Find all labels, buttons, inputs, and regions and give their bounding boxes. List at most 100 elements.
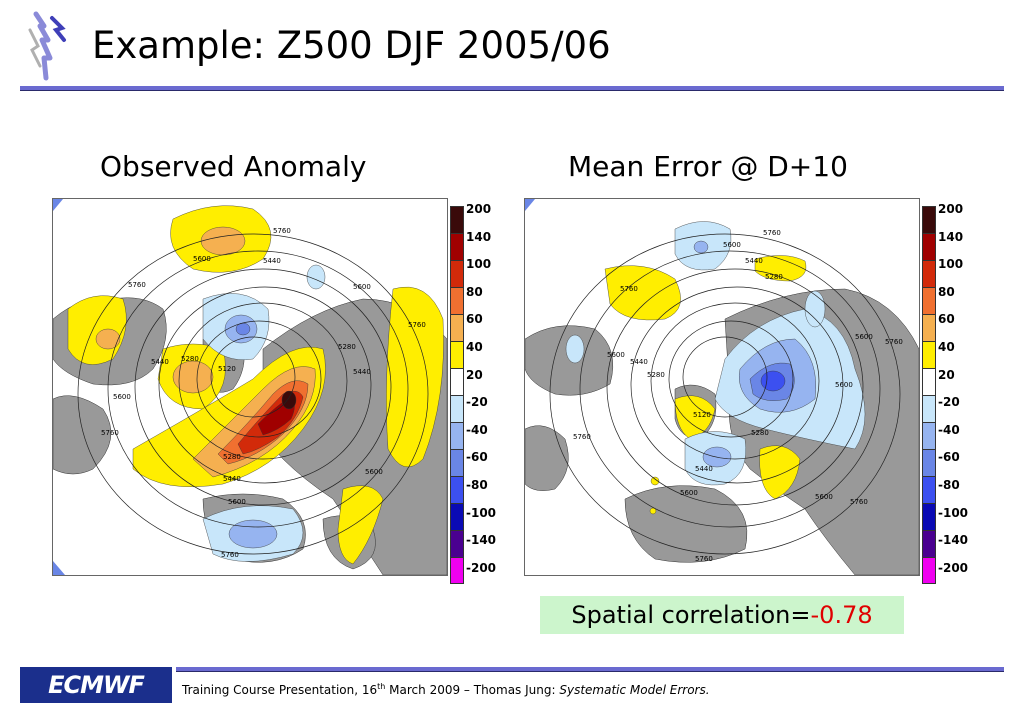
svg-text:5600: 5600 bbox=[365, 468, 383, 476]
colorbar-swatch bbox=[922, 206, 936, 233]
colorbar-swatch bbox=[450, 287, 464, 314]
mean-error-map-graphic: 5760 5600 5440 5280 5760 5600 5440 5280 … bbox=[525, 199, 919, 575]
colorbar-swatch bbox=[922, 476, 936, 503]
svg-text:5280: 5280 bbox=[223, 453, 241, 461]
colorbar-swatch bbox=[922, 530, 936, 557]
svg-text:5600: 5600 bbox=[113, 393, 131, 401]
svg-text:5440: 5440 bbox=[151, 358, 169, 366]
correlation-label: Spatial correlation= bbox=[571, 601, 811, 629]
colorbar-label: -140 bbox=[938, 533, 969, 548]
colorbar-right bbox=[922, 206, 936, 584]
colorbar-swatch bbox=[922, 368, 936, 395]
colorbar-label: 140 bbox=[938, 229, 964, 244]
colorbar-label: 40 bbox=[466, 339, 483, 354]
colorbar-swatch bbox=[450, 557, 464, 584]
colorbar-swatch bbox=[450, 314, 464, 341]
ecmwf-logo-text: ECMWF bbox=[48, 671, 145, 699]
colorbar-swatch bbox=[922, 233, 936, 260]
colorbar-label: -60 bbox=[466, 450, 488, 465]
colorbar-swatch bbox=[922, 287, 936, 314]
colorbar-label: -60 bbox=[938, 450, 960, 465]
spatial-correlation-box: Spatial correlation=-0.78 bbox=[540, 596, 904, 634]
svg-text:5760: 5760 bbox=[101, 429, 119, 437]
ecmwf-emblem-icon bbox=[22, 10, 70, 82]
colorbar-label: -200 bbox=[938, 560, 969, 575]
svg-text:5440: 5440 bbox=[745, 257, 763, 265]
svg-text:5760: 5760 bbox=[620, 285, 638, 293]
colorbar-swatch bbox=[922, 260, 936, 287]
colorbar-label: 200 bbox=[938, 202, 964, 216]
right-contour-labels: 5760 5600 5440 5280 5760 5600 5440 5280 … bbox=[573, 229, 903, 563]
svg-text:5600: 5600 bbox=[680, 489, 698, 497]
colorbar-swatch bbox=[922, 449, 936, 476]
svg-text:5760: 5760 bbox=[221, 551, 239, 559]
svg-text:5600: 5600 bbox=[855, 333, 873, 341]
colorbar-swatch bbox=[450, 449, 464, 476]
svg-text:5760: 5760 bbox=[763, 229, 781, 237]
colorbar-swatch bbox=[450, 530, 464, 557]
observed-anomaly-map-graphic: 5760 5600 5440 5760 5600 5440 5280 5120 … bbox=[53, 199, 447, 575]
svg-text:5280: 5280 bbox=[338, 343, 356, 351]
svg-text:5600: 5600 bbox=[607, 351, 625, 359]
colorbar-label: 20 bbox=[938, 367, 955, 382]
svg-text:5280: 5280 bbox=[751, 429, 769, 437]
svg-text:5600: 5600 bbox=[835, 381, 853, 389]
panel-title-mean-error: Mean Error @ D+10 bbox=[568, 150, 848, 183]
svg-text:5440: 5440 bbox=[630, 358, 648, 366]
colorbar-labels-left: 200 140 100 80 60 40 20 -20 -40 -60 -80 -100 -140 -20… bbox=[466, 200, 496, 586]
svg-text:5440: 5440 bbox=[223, 475, 241, 483]
slide-title: Example: Z500 DJF 2005/06 bbox=[92, 24, 611, 67]
svg-text:5440: 5440 bbox=[353, 368, 371, 376]
colorbar-label: -80 bbox=[466, 477, 488, 492]
colorbar-label: -100 bbox=[938, 505, 969, 520]
svg-text:5600: 5600 bbox=[815, 493, 833, 501]
colorbar-label: 60 bbox=[466, 312, 483, 327]
colorbar-swatch bbox=[922, 422, 936, 449]
colorbar-label: 40 bbox=[938, 339, 955, 354]
svg-text:5280: 5280 bbox=[181, 355, 199, 363]
svg-text:5760: 5760 bbox=[885, 338, 903, 346]
colorbar-swatch bbox=[450, 476, 464, 503]
colorbar-swatch bbox=[450, 260, 464, 287]
svg-text:5760: 5760 bbox=[273, 227, 291, 235]
colorbar-swatch bbox=[922, 557, 936, 584]
colorbar-label: -80 bbox=[938, 477, 960, 492]
colorbar-label: -40 bbox=[466, 422, 488, 437]
colorbar-left bbox=[450, 206, 464, 584]
colorbar-swatch bbox=[450, 368, 464, 395]
colorbar-label: 80 bbox=[466, 284, 483, 299]
svg-text:5760: 5760 bbox=[573, 433, 591, 441]
colorbar-label: 60 bbox=[938, 312, 955, 327]
colorbar-label: -20 bbox=[938, 395, 960, 410]
mean-error-map: 5760 5600 5440 5280 5760 5600 5440 5280 … bbox=[524, 198, 920, 576]
svg-text:5280: 5280 bbox=[765, 273, 783, 281]
colorbar-swatch bbox=[450, 503, 464, 530]
footer-divider bbox=[176, 667, 1004, 672]
colorbar-label: 200 bbox=[466, 202, 492, 216]
colorbar-label: 140 bbox=[466, 229, 492, 244]
colorbar-label: 100 bbox=[466, 257, 492, 272]
colorbar-swatch bbox=[450, 422, 464, 449]
colorbar-swatch bbox=[922, 395, 936, 422]
svg-text:5760: 5760 bbox=[695, 555, 713, 563]
footer-text: Training Course Presentation, 16th March… bbox=[182, 682, 710, 697]
svg-text:5760: 5760 bbox=[408, 321, 426, 329]
svg-text:5600: 5600 bbox=[723, 241, 741, 249]
ecmwf-logo: ECMWF bbox=[20, 667, 172, 703]
colorbar-label: -20 bbox=[466, 395, 488, 410]
svg-text:5120: 5120 bbox=[693, 411, 711, 419]
observed-anomaly-map: 5760 5600 5440 5760 5600 5440 5280 5120 … bbox=[52, 198, 448, 576]
left-contour-labels: 5760 5600 5440 5760 5600 5440 5280 5120 … bbox=[101, 227, 426, 559]
colorbar-label: -100 bbox=[466, 505, 497, 520]
colorbar-swatch bbox=[922, 341, 936, 368]
colorbar-swatch bbox=[450, 206, 464, 233]
title-divider bbox=[20, 86, 1004, 91]
svg-text:5600: 5600 bbox=[193, 255, 211, 263]
colorbar-label: 100 bbox=[938, 257, 964, 272]
svg-text:5280: 5280 bbox=[647, 371, 665, 379]
svg-text:5440: 5440 bbox=[695, 465, 713, 473]
colorbar-swatch bbox=[922, 503, 936, 530]
svg-text:5120: 5120 bbox=[218, 365, 236, 373]
colorbar-swatch bbox=[450, 341, 464, 368]
svg-text:5440: 5440 bbox=[263, 257, 281, 265]
